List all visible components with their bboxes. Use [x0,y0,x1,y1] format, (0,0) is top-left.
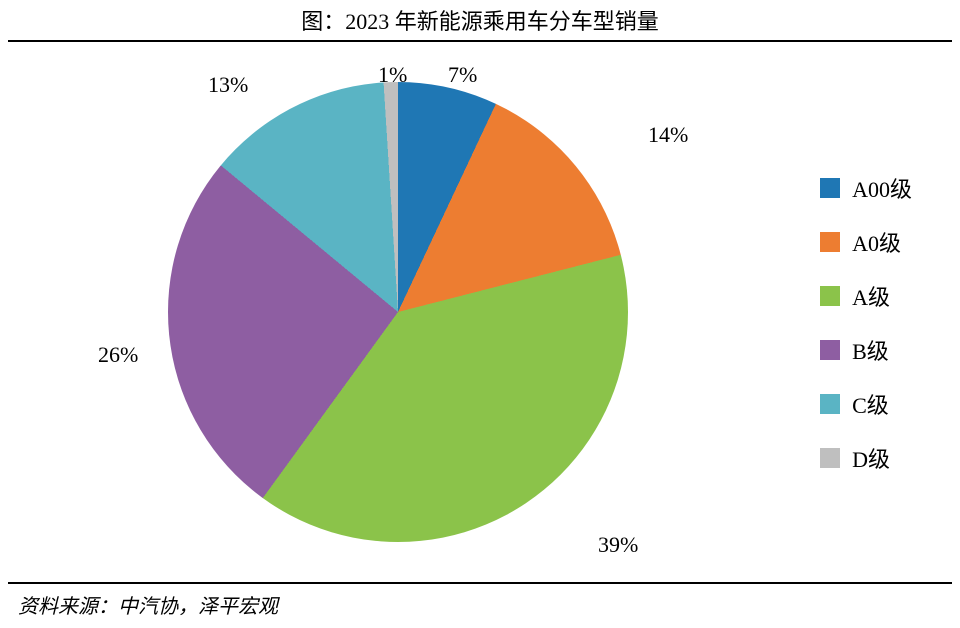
pie-chart [168,82,628,542]
slice-label-a00: 7% [448,62,477,88]
legend-swatch-b [820,340,840,360]
chart-title: 图：2023 年新能源乘用车分车型销量 [0,0,960,40]
pie-wrap [168,82,628,542]
legend-item-d: D级 [820,442,912,474]
legend-item-a: A级 [820,280,912,312]
chart-container: 图：2023 年新能源乘用车分车型销量 7% 14% 39% 26% 13% 1… [0,0,960,628]
legend-swatch-c [820,394,840,414]
source-line: 资料来源：中汽协，泽平宏观 [0,584,960,619]
legend-item-c: C级 [820,388,912,420]
legend-swatch-a [820,286,840,306]
legend-item-a00: A00级 [820,172,912,204]
chart-area: 7% 14% 39% 26% 13% 1% A00级 A0级 A级 B级 [8,42,952,582]
legend: A00级 A0级 A级 B级 C级 D级 [820,172,912,496]
slice-label-c: 13% [208,72,248,98]
legend-label-a: A级 [852,280,890,312]
slice-label-b: 26% [98,342,138,368]
slice-label-a: 39% [598,532,638,558]
legend-label-a0: A0级 [852,226,901,258]
legend-swatch-a00 [820,178,840,198]
legend-swatch-a0 [820,232,840,252]
legend-label-d: D级 [852,442,890,474]
legend-label-a00: A00级 [852,172,912,204]
slice-label-d: 1% [378,62,407,88]
slice-label-a0: 14% [648,122,688,148]
legend-item-a0: A0级 [820,226,912,258]
legend-label-c: C级 [852,388,889,420]
legend-item-b: B级 [820,334,912,366]
legend-swatch-d [820,448,840,468]
legend-label-b: B级 [852,334,889,366]
